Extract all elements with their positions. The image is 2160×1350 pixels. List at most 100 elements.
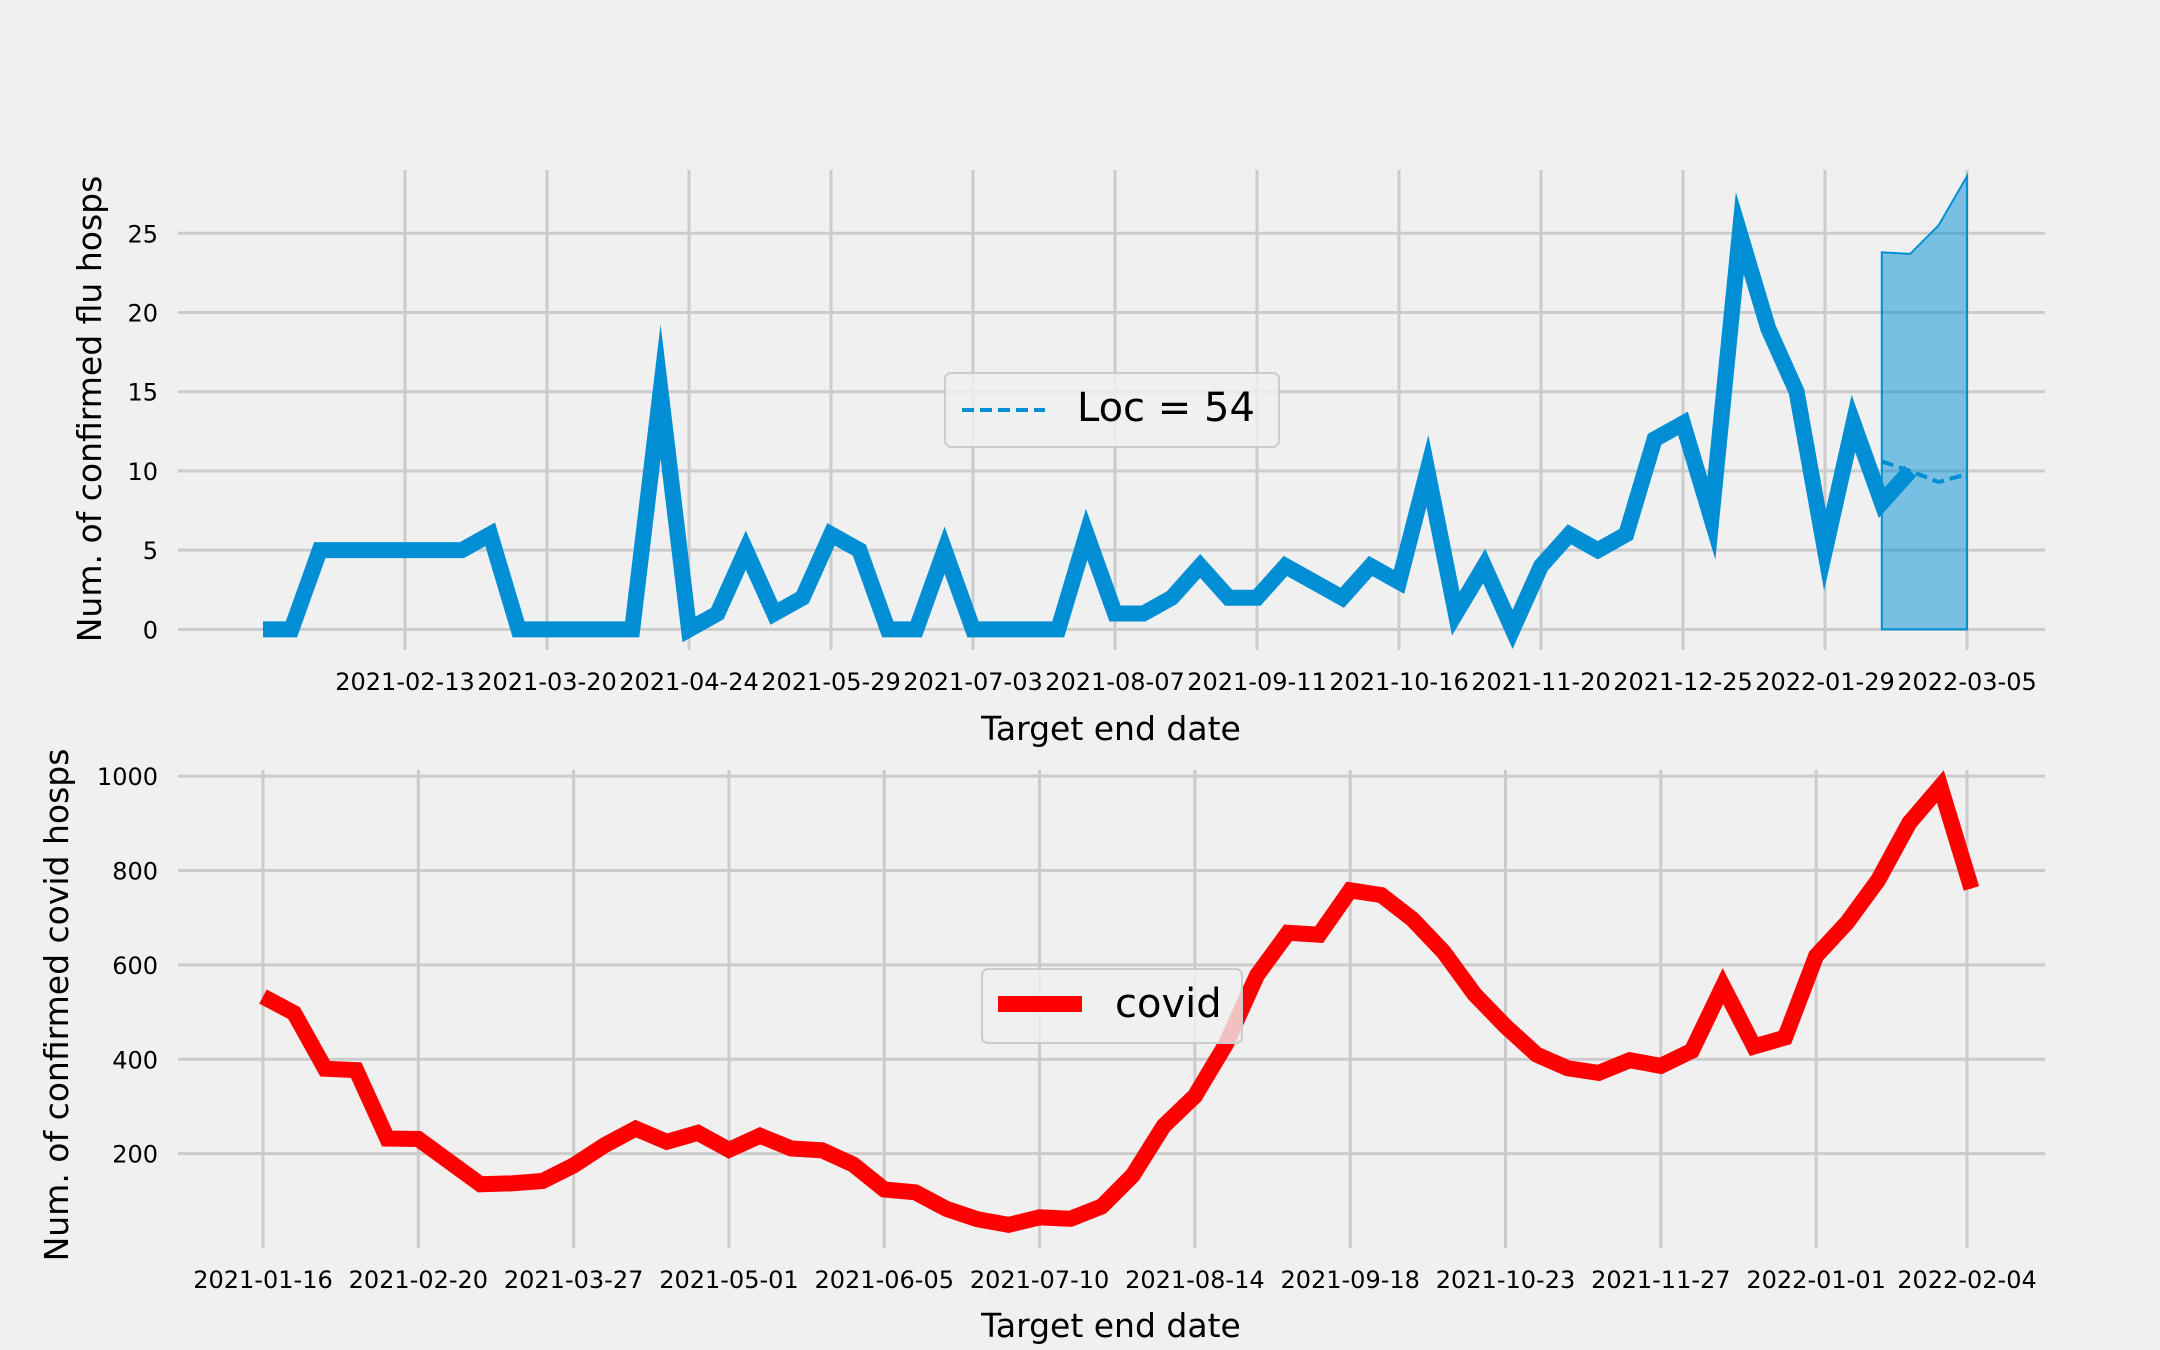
flu-data-point [376,549,378,551]
flu-data-point [1512,628,1514,630]
flu-ytick-label: 25 [127,220,158,248]
flu-data-point [802,597,804,599]
covid-data-point [1660,1065,1662,1067]
flu-data-point [688,628,690,630]
flu-data-point [319,549,321,551]
flu-data-point [1455,613,1457,615]
flu-data-point [546,628,548,630]
flu-data-point [1000,628,1002,630]
flu-data-point [290,628,292,630]
covid-data-point [386,1138,388,1140]
covid-legend: covid [981,968,1243,1044]
covid-data-point [1101,1205,1103,1207]
covid-ytick-label: 200 [112,1141,158,1169]
flu-data-point [262,628,264,630]
covid-data-point [1877,879,1879,881]
flu-data-point [745,549,747,551]
covid-xtick-label: 2021-03-27 [504,1266,643,1294]
covid-data-point [1349,889,1351,891]
covid-data-point [945,1208,947,1210]
flu-data-point [518,628,520,630]
flu-x-axis-label: Target end date [980,709,1241,748]
flu-ytick-label: 20 [127,300,158,328]
covid-data-point [511,1182,512,1184]
covid-data-point [1536,1054,1538,1056]
flu-data-point [489,533,491,535]
flu-xtick-label: 2021-04-24 [619,668,758,696]
covid-xtick-label: 2022-01-01 [1746,1266,1885,1294]
flu-forecast-median-line [1881,459,1968,485]
flu-data-point [915,628,917,630]
flu-data-point [660,391,662,393]
covid-xtick-label: 2021-07-10 [970,1266,1109,1294]
covid-data-point [883,1188,885,1190]
flu-xtick-label: 2021-09-11 [1187,668,1326,696]
covid-legend-box [981,968,1243,1044]
flu-xtick-label: 2021-07-03 [903,668,1042,696]
flu-ytick-label: 5 [143,537,158,565]
covid-xtick-label: 2021-08-14 [1125,1266,1264,1294]
flu-y-axis-label: Num. of confirmed flu hosps [70,176,109,643]
flu-xtick-label: 2021-10-16 [1329,668,1468,696]
covid-xtick-label: 2021-09-18 [1280,1266,1419,1294]
flu-data-point [1881,502,1883,504]
covid-ytick-label: 400 [112,1046,158,1074]
covid-data-point [1691,1050,1693,1052]
covid-data-point [1287,932,1289,934]
covid-data-point [1908,822,1910,824]
flu-data-point [1341,597,1343,599]
covid-data-point [1411,918,1413,920]
flu-data-point [1142,613,1144,615]
covid-data-point [728,1149,730,1151]
flu-data-point [773,613,775,615]
flu-data-point [1796,391,1798,393]
flu-data-point [716,613,718,615]
flu-xtick-label: 2021-08-07 [1045,668,1184,696]
covid-data-point [1380,894,1382,896]
covid-data-point [573,1164,575,1166]
covid-xtick-label: 2021-10-23 [1436,1266,1575,1294]
flu-data-point [404,549,406,551]
flu-data-point [1284,565,1286,567]
covid-data-point [1846,921,1848,923]
covid-data-point [635,1128,637,1130]
covid-data-point [1598,1072,1600,1074]
flu-data-point [1625,533,1627,535]
covid-xtick-label: 2022-02-04 [1897,1266,2036,1294]
covid-grid [178,770,2045,1248]
covid-data-point [1629,1059,1631,1061]
flu-data-point [1171,597,1173,599]
covid-data-point [417,1138,419,1140]
flu-xtick-label: 2021-11-20 [1471,668,1610,696]
flu-data-point [1398,581,1400,583]
flu-data-point [1739,232,1741,234]
covid-legend-label: covid [1115,981,1222,1027]
flu-data-point [1370,565,1372,567]
covid-data-point [1722,985,1724,987]
covid-ytick-label: 600 [112,952,158,980]
flu-legend: Loc = 54 [944,372,1280,448]
flu-data-point [1654,438,1656,440]
covid-lines [259,770,1980,1234]
covid-data-point [914,1191,916,1193]
covid-data-point [821,1149,823,1151]
flu-data-point [1568,533,1570,535]
covid-data-point [1256,974,1258,976]
flu-ytick-label: 10 [127,458,158,486]
flu-data-point [1029,628,1031,630]
flu-data-point [432,549,434,551]
flu-lines [262,192,1968,649]
flu-data-point [1228,597,1230,599]
flu-data-point [1057,628,1059,630]
covid-data-point [1318,934,1320,936]
flu-data-point [1710,517,1712,519]
flu-xtick-label: 2021-03-20 [477,668,616,696]
flu-data-point [1426,470,1428,472]
flu-data-point [887,628,889,630]
flu-xtick-label: 2021-02-13 [335,668,474,696]
covid-data-point [1442,951,1444,953]
flu-data-point [1852,422,1854,424]
flu-chart: 0 5 10 15 20 25 2021-02-13 2021-03-20 2021-04-24… [70,170,2045,748]
covid-data-point [1194,1095,1196,1097]
